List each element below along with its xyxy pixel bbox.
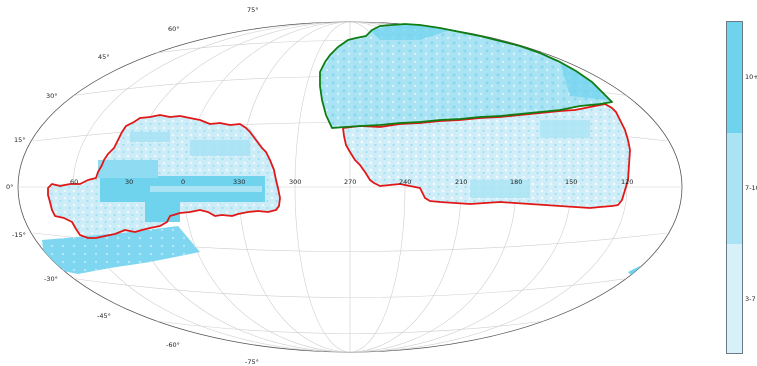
survey-region-north (320, 24, 612, 128)
lat-label-60: 60° (168, 25, 180, 33)
lat-label-minus15: -15° (12, 231, 26, 239)
lon-label-150: 150 (565, 178, 577, 186)
colorbar-tick-low: 3-7 (745, 295, 756, 303)
lon-label-0: 0 (181, 178, 185, 186)
density-colorbar (726, 21, 743, 354)
colorbar-segment-low (727, 244, 742, 353)
lat-label-minus75: -75° (245, 358, 259, 366)
colorbar-segment-high (727, 22, 742, 133)
survey-region-west (42, 116, 280, 274)
lat-label-minus30: -30° (44, 275, 58, 283)
lon-label-330: 330 (233, 178, 245, 186)
sky-map: 75° 60° 45° 30° 15° 0° -15° -30° -45° -6… (6, 6, 683, 366)
lon-label-270: 270 (344, 178, 356, 186)
colorbar-segment-mid (727, 133, 742, 244)
footprint-north-outline (319, 23, 613, 129)
colorbar-tick-high: 10+ (745, 73, 757, 81)
lat-label-minus60: -60° (166, 341, 180, 349)
lon-label-180: 180 (510, 178, 522, 186)
lon-label-210: 210 (455, 178, 467, 186)
lon-label-120: 120 (621, 178, 633, 186)
lat-label-30: 30° (46, 92, 58, 100)
footprint-west-outline (47, 114, 281, 239)
survey-region-east (343, 104, 630, 208)
lat-label-15: 15° (14, 136, 26, 144)
footprint-east-outline (342, 103, 631, 209)
lon-label-60: 60 (70, 178, 78, 186)
colorbar-tick-mid: 7-10 (745, 184, 757, 192)
lon-label-240: 240 (399, 178, 411, 186)
lat-label-75: 75° (247, 6, 259, 14)
lon-label-30: 30 (125, 178, 133, 186)
lon-label-300: 300 (289, 178, 301, 186)
lat-label-0: 0° (6, 183, 13, 191)
lat-label-45: 45° (98, 53, 110, 61)
lat-label-minus45: -45° (97, 312, 111, 320)
